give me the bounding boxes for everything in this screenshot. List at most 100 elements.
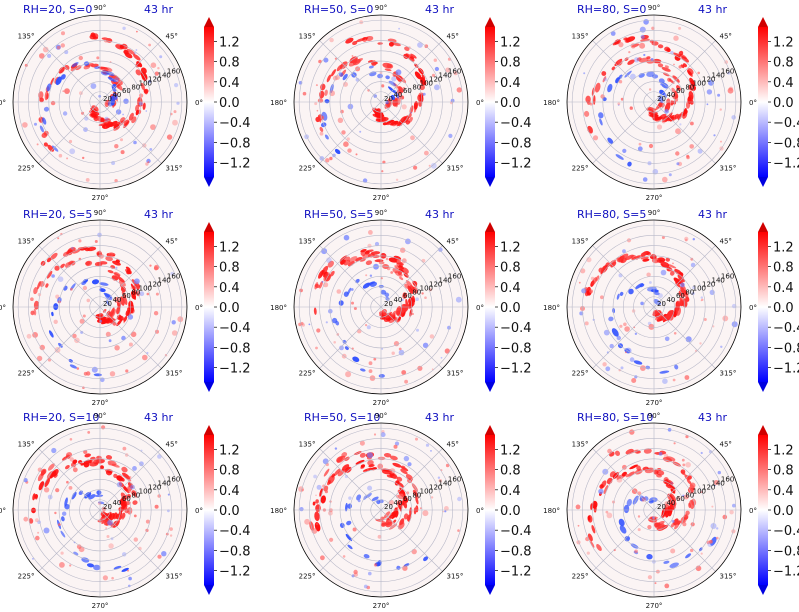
field-speck [624, 326, 630, 332]
field-patch [412, 295, 416, 303]
field-patch [121, 466, 128, 473]
field-patch [690, 100, 694, 105]
field-patch [347, 261, 355, 267]
colorbar [485, 232, 495, 382]
r-tick-label: 100 [139, 487, 152, 495]
field-patch [130, 283, 136, 292]
field-speck [685, 462, 691, 468]
field-speck [433, 58, 437, 62]
field-speck [684, 513, 689, 518]
field-patch [368, 65, 374, 69]
field-speck [80, 330, 84, 334]
angular-gridline [38, 245, 101, 308]
field-patch [419, 84, 425, 91]
field-speck [39, 53, 45, 59]
field-speck [416, 328, 419, 332]
field-patch [665, 257, 670, 262]
field-speck [640, 34, 645, 39]
field-speck [639, 42, 646, 49]
field-patch [40, 469, 46, 476]
r-tick-label: 100 [139, 79, 152, 87]
field-speck [422, 510, 429, 517]
colorbar-max-extend [204, 17, 214, 27]
field-patch [60, 263, 65, 269]
field-speck [618, 80, 623, 84]
panel-title: RH=80, S=10 [577, 411, 653, 424]
colorbar [204, 232, 214, 382]
field-speck [366, 452, 369, 455]
field-speck [104, 116, 109, 121]
field-speck [72, 333, 77, 339]
field-patch [106, 300, 110, 306]
field-patch [651, 41, 659, 46]
field-patch [666, 112, 673, 119]
field-patch [629, 464, 638, 470]
field-patch [44, 478, 51, 488]
colorbar-tick-label: −0.4 [773, 524, 799, 539]
field-speck [159, 55, 163, 59]
field-patch [658, 95, 664, 104]
field-speck [122, 113, 124, 116]
field-patch [111, 463, 120, 468]
field-speck [133, 514, 137, 518]
field-speck [142, 143, 147, 148]
field-speck [442, 510, 445, 513]
field-speck [315, 522, 319, 526]
angular-gridline [380, 509, 443, 572]
field-speck [589, 102, 593, 106]
field-patch [390, 94, 396, 101]
field-speck [689, 482, 696, 489]
field-speck [169, 527, 173, 531]
field-speck [706, 103, 709, 106]
field-patch [615, 154, 624, 160]
field-patch [414, 63, 419, 68]
field-patch [140, 82, 146, 91]
field-speck [690, 121, 694, 126]
field-speck [341, 130, 346, 135]
field-speck [146, 158, 151, 164]
field-speck [315, 84, 318, 87]
field-patch [669, 562, 679, 568]
field-patch [116, 319, 123, 327]
field-patch [661, 66, 671, 72]
theta-tick-label: 180° [0, 304, 6, 312]
field-speck [407, 462, 412, 467]
field-speck [410, 112, 413, 114]
field-speck [398, 347, 402, 351]
field-speck [394, 441, 400, 446]
r-tick-label: 60 [122, 495, 131, 503]
field-patch [114, 271, 121, 276]
field-speck [393, 444, 398, 449]
theta-tick-label: 225° [18, 573, 35, 581]
field-patch [670, 114, 677, 122]
r-tick-label: 120 [429, 76, 442, 84]
field-speck [401, 104, 407, 110]
field-patch [331, 473, 335, 478]
colorbar-tick-label: 0.8 [773, 464, 794, 479]
field-patch [338, 72, 344, 77]
theta-tick-label: 0° [195, 99, 203, 107]
r-tick-label: 140 [439, 277, 452, 285]
field-speck [47, 358, 52, 362]
colorbar [758, 232, 768, 382]
field-speck [97, 232, 102, 238]
field-speck [385, 257, 389, 261]
field-speck [113, 77, 119, 83]
field-speck [121, 335, 126, 341]
field-speck [598, 488, 604, 495]
field-speck [128, 576, 132, 581]
field-patch [352, 356, 360, 363]
field-speck [671, 519, 675, 523]
field-patch [403, 272, 409, 278]
field-patch [679, 278, 683, 283]
field-speck [177, 316, 184, 323]
field-patch [99, 465, 104, 470]
theta-tick-label: 225° [18, 370, 35, 378]
field-patch [592, 277, 597, 285]
field-speck [301, 323, 305, 327]
field-patch [412, 286, 418, 294]
field-patch [609, 259, 616, 267]
field-speck [654, 582, 657, 585]
field-patch [371, 496, 379, 502]
theta-tick-label: 45° [447, 441, 459, 449]
